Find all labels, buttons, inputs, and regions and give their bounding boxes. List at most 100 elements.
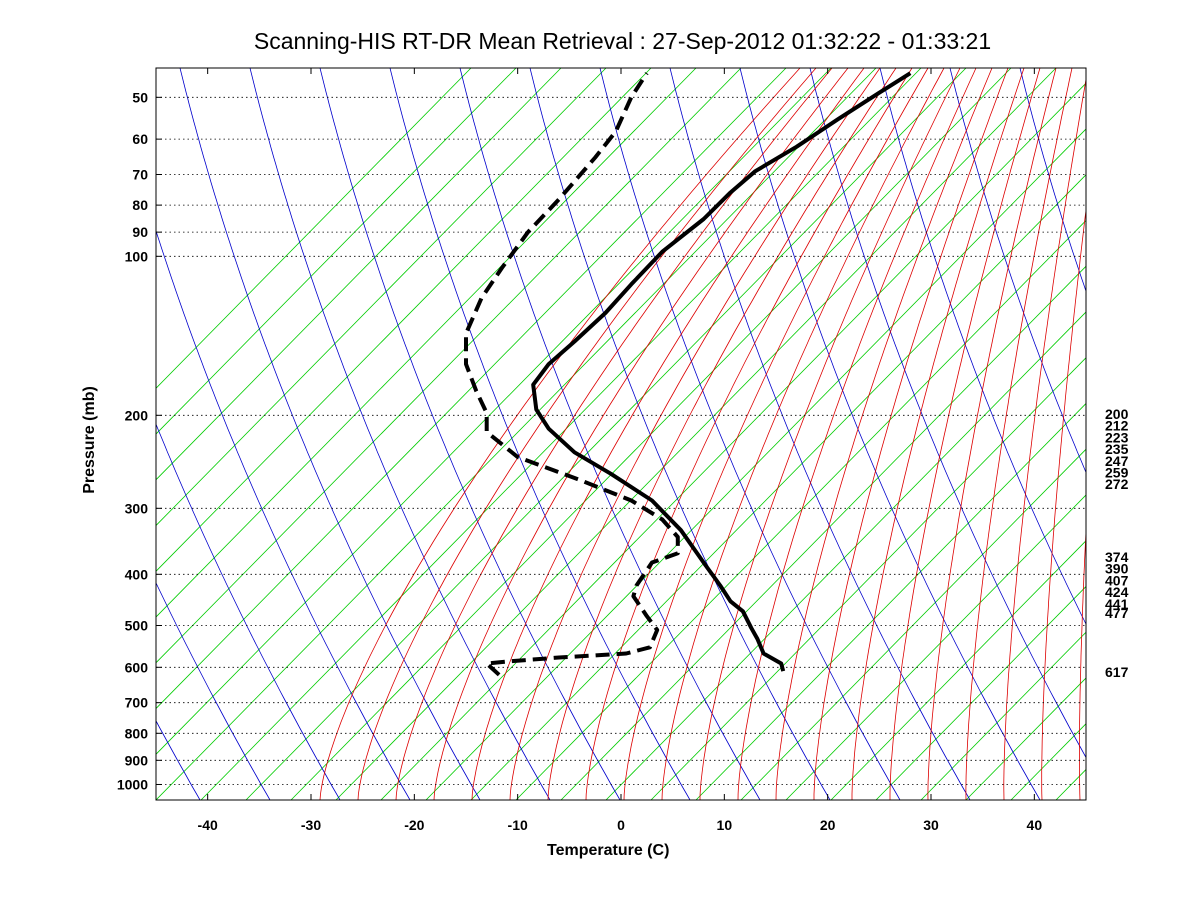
dry-adiabat-line [249,68,551,800]
isotherm-line [650,357,1086,800]
y-tick-label: 100 [125,248,149,264]
moist-adiabat-line [547,68,897,800]
moist-adiabat-line [319,68,801,800]
dry-adiabat-line [0,68,60,800]
moist-adiabat-line [1155,50,1177,800]
dry-adiabat-line [179,68,481,800]
moist-adiabat-line [661,68,945,800]
right-level-label: 272 [1105,476,1129,492]
pressure-gridlines [156,96,1086,785]
y-tick-label: 700 [125,695,149,711]
isotherm-line [695,402,1086,800]
y-tick-label: 70 [132,167,148,183]
x-tick-label: -30 [301,817,321,833]
isotherm-line [156,68,562,481]
dry-adiabat-line [156,581,271,800]
right-level-label: 407 [1105,572,1129,588]
y-tick-label: 500 [125,617,149,633]
moist-adiabat-line [737,68,977,800]
y-tick-label: 1000 [117,776,148,792]
dry-adiabat-line [669,68,971,800]
right-level-label: 477 [1105,605,1129,621]
isotherm-line [1146,68,1200,800]
dry-adiabat-line [389,68,691,800]
x-tick-label: 40 [1027,817,1043,833]
isotherm-line [156,68,697,618]
isotherm-line [156,68,832,755]
isotherm-line [156,68,787,710]
background-lines [0,50,1200,800]
isotherm-line [335,68,1057,800]
x-tick-label: 10 [717,817,733,833]
dry-adiabat-line [529,68,831,800]
moist-adiabat-line [395,68,833,800]
right-level-label: 390 [1105,561,1129,577]
isotherm-line [156,68,472,389]
y-tick-label: 800 [125,725,149,741]
dry-adiabat-line [0,68,130,800]
moist-adiabat-line [623,68,929,800]
y-tick-label: 400 [125,566,149,582]
x-tick-label: -10 [508,817,528,833]
moist-adiabat-line [471,68,865,800]
moist-adiabat-line [509,68,881,800]
isotherm-line [830,540,1086,800]
isotherm-line [605,311,1086,800]
y-tick-label: 60 [132,131,148,147]
x-axis-label: Temperature (C) [547,842,670,859]
x-tick-label: 0 [617,817,625,833]
moist-adiabat-line [775,68,993,800]
moist-adiabat-line [357,68,817,800]
right-level-label: 247 [1105,453,1129,469]
isotherm-line [875,585,1086,800]
right-level-label: 424 [1105,584,1129,600]
x-tick-label: -20 [404,817,424,833]
right-level-label: 223 [1105,429,1129,445]
moist-adiabat-line [433,68,849,800]
right-level-label: 200 [1105,406,1129,422]
moist-adiabat-line [1041,206,1086,800]
dry-adiabat-line [1019,68,1086,293]
y-tick-label: 900 [125,752,149,768]
y-tick-label: 90 [132,224,148,240]
moist-adiabat-line [889,68,1041,800]
temperature-profile-line [531,71,912,672]
x-tick-label: 20 [820,817,836,833]
y-tick-label: 300 [125,500,149,516]
moist-adiabat-line [1079,523,1086,800]
y-tick-label: 80 [132,197,148,213]
dry-adiabat-line [1160,68,1200,800]
dry-adiabat-line [599,68,901,800]
isotherm-line [156,68,742,664]
isotherm-line [156,68,517,435]
chart-title: Scanning-HIS RT-DR Mean Retrieval : 27-S… [253,28,992,54]
dry-adiabat-line [879,68,1086,626]
right-level-label: 212 [1105,418,1129,434]
moist-adiabat-line [813,68,1009,800]
right-level-label: 441 [1105,596,1129,612]
isotherm-line [740,448,1086,800]
moist-adiabat-line [851,68,1025,800]
dry-adiabat-line [949,68,1086,474]
isotherm-line [1191,68,1200,800]
x-tick-label: 30 [923,817,939,833]
moist-adiabat-line [965,68,1073,800]
plot-area [156,68,1086,800]
right-level-label: 235 [1105,441,1129,457]
moist-adiabat-line [1003,77,1086,800]
isotherm-line [515,219,1086,800]
right-level-label: 374 [1105,549,1129,565]
right-level-label: 259 [1105,465,1129,481]
moist-adiabat-line [699,68,961,800]
y-tick-label: 600 [125,659,149,675]
y-axis-ticks: 50 60 70 80 90 100 200 300 400 500 600 700 800 900 100… [117,89,162,792]
dry-adiabat-line [809,68,1086,759]
isotherm-line [156,68,607,527]
x-tick-label: -40 [198,817,218,833]
moist-adiabat-line [927,68,1057,800]
dry-adiabat-line [739,68,1041,800]
isotherm-line [785,494,1086,800]
isotherm-line [920,631,1086,800]
